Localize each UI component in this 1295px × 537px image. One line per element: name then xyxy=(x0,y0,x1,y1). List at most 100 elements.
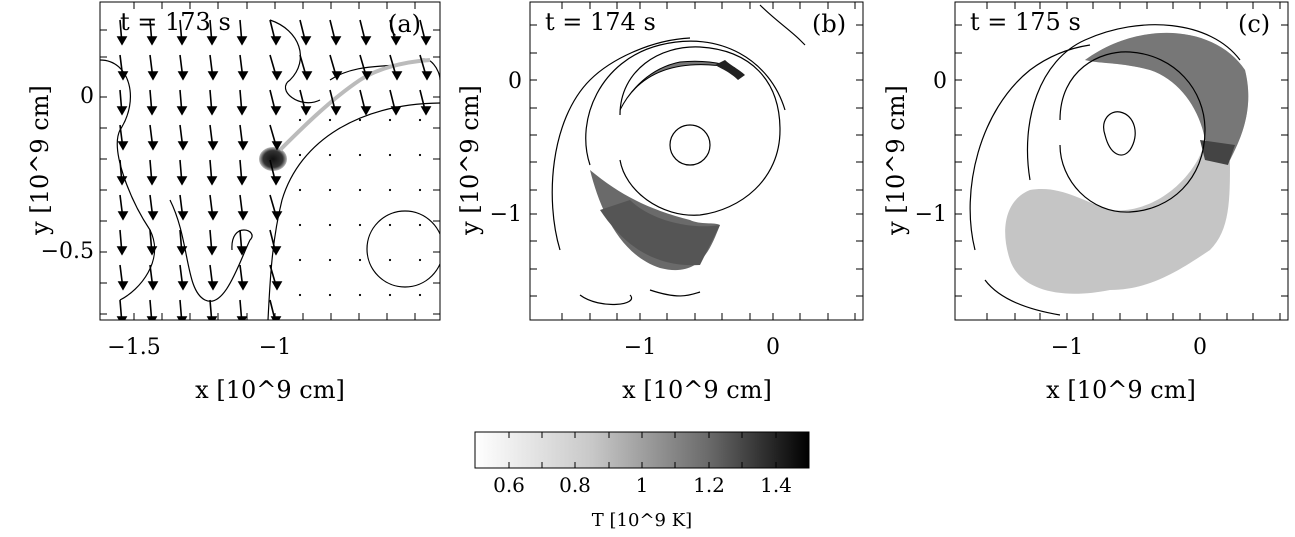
panel-b-tag: (b) xyxy=(812,10,846,38)
panel-c: t = 175 s (c) −1 0 −1 0 x [10^9 cm] y [1… xyxy=(882,1,1289,404)
velocity-dot xyxy=(298,258,302,262)
velocity-arrow-head xyxy=(116,246,128,256)
panel-b-ytick-1: 0 xyxy=(508,69,522,94)
velocity-arrow-head xyxy=(236,176,248,186)
velocity-arrow-head xyxy=(236,316,248,320)
velocity-arrow-head xyxy=(391,71,403,81)
velocity-dot xyxy=(328,188,332,192)
velocity-dot xyxy=(358,223,362,227)
velocity-arrow-head xyxy=(207,141,219,151)
panel-b-ylabel: y [10^9 cm] xyxy=(456,85,484,236)
velocity-arrow-head xyxy=(330,36,342,46)
velocity-arrow-head xyxy=(206,316,218,320)
velocity-arrow-head xyxy=(331,71,343,81)
velocity-arrow-head xyxy=(360,106,372,116)
colorbar-title: T [10^9 K] xyxy=(592,510,692,531)
colorbar-tick-1: 0.8 xyxy=(559,473,591,497)
velocity-arrow-head xyxy=(237,211,249,221)
velocity-dot xyxy=(298,293,302,297)
panel-c-ytick-0: −1 xyxy=(915,202,947,227)
velocity-arrow-head xyxy=(206,36,218,46)
velocity-dot xyxy=(388,258,392,262)
velocity-dot xyxy=(388,118,392,122)
velocity-arrow-head xyxy=(300,106,312,116)
velocity-arrow-head xyxy=(146,36,158,46)
panel-c-tag: (c) xyxy=(1238,10,1270,38)
velocity-arrow-head xyxy=(206,176,218,186)
velocity-arrow-head xyxy=(301,71,313,81)
velocity-arrow-head xyxy=(206,246,218,256)
velocity-arrow xyxy=(209,299,213,320)
velocity-arrow-head xyxy=(360,36,372,46)
velocity-arrow-head xyxy=(176,316,188,320)
velocity-dot xyxy=(358,293,362,297)
velocity-arrow xyxy=(119,299,123,320)
velocity-dot xyxy=(388,293,392,297)
velocity-arrow-head xyxy=(390,106,402,116)
velocity-arrow-head xyxy=(117,71,129,81)
velocity-arrow-head xyxy=(117,281,129,291)
panel-c-time: t = 175 s xyxy=(970,8,1081,36)
velocity-arrow-head xyxy=(146,316,158,320)
velocity-arrow-head xyxy=(237,141,249,151)
panel-a-ylabel: y [10^9 cm] xyxy=(26,85,54,236)
panel-b-time: t = 174 s xyxy=(545,8,656,36)
velocity-dot xyxy=(328,293,332,297)
velocity-arrow-head xyxy=(207,281,219,291)
panel-a-ytick-0: −0.5 xyxy=(41,239,94,264)
velocity-arrow-head xyxy=(117,141,129,151)
panel-a: t = 173 s (a) −1.5 −1 −0.5 0 x [10^9 cm]… xyxy=(26,1,441,404)
velocity-arrow-head xyxy=(300,36,312,46)
velocity-arrow-head xyxy=(271,281,283,291)
velocity-arrow-head xyxy=(206,106,218,116)
velocity-dot xyxy=(418,118,422,122)
velocity-dot xyxy=(358,118,362,122)
velocity-arrow-head xyxy=(116,176,128,186)
velocity-arrow-head xyxy=(177,281,189,291)
panel-a-xlabel: x [10^9 cm] xyxy=(195,376,345,404)
panel-b-ytick-0: −1 xyxy=(490,202,522,227)
velocity-arrow-head xyxy=(271,211,283,221)
velocity-arrow-head xyxy=(147,141,159,151)
panel-c-ylabel: y [10^9 cm] xyxy=(882,85,910,236)
velocity-arrow-head xyxy=(207,71,219,81)
panel-b: t = 174 s (b) −1 0 −1 0 x [10^9 cm] y [1… xyxy=(456,1,864,404)
panel-a-ytick-1: 0 xyxy=(80,84,94,109)
velocity-arrow-head xyxy=(330,106,342,116)
velocity-arrow-head xyxy=(270,246,282,256)
velocity-arrow-head xyxy=(390,36,402,46)
velocity-dot xyxy=(418,293,422,297)
panel-c-ytick-1: 0 xyxy=(933,69,947,94)
velocity-arrow-head xyxy=(420,106,432,116)
panel-b-field xyxy=(551,4,806,306)
velocity-arrow-head xyxy=(147,281,159,291)
velocity-arrow xyxy=(179,299,183,320)
velocity-dot xyxy=(418,258,422,262)
velocity-arrow-head xyxy=(116,106,128,116)
velocity-dot xyxy=(418,188,422,192)
panel-c-field xyxy=(969,24,1249,316)
velocity-arrow-head xyxy=(270,316,282,320)
velocity-dot xyxy=(418,153,422,157)
panel-c-xtick-0: −1 xyxy=(1051,335,1083,360)
velocity-dot xyxy=(358,188,362,192)
velocity-arrow-head xyxy=(236,36,248,46)
velocity-arrow-head xyxy=(207,211,219,221)
velocity-arrow-head xyxy=(116,316,128,320)
panel-b-xtick-1: 0 xyxy=(766,335,780,360)
velocity-arrow-head xyxy=(237,71,249,81)
velocity-arrow-head xyxy=(176,36,188,46)
velocity-dot xyxy=(328,223,332,227)
velocity-dot xyxy=(388,153,392,157)
panel-a-time: t = 173 s xyxy=(120,8,231,36)
velocity-arrow-head xyxy=(176,246,188,256)
velocity-arrow-head xyxy=(117,211,129,221)
velocity-dot xyxy=(328,258,332,262)
velocity-dot xyxy=(418,223,422,227)
panel-b-xtick-0: −1 xyxy=(624,335,656,360)
panel-a-field xyxy=(100,19,440,320)
velocity-arrow-head xyxy=(147,211,159,221)
velocity-arrow-head xyxy=(177,141,189,151)
velocity-arrow-head xyxy=(270,106,282,116)
